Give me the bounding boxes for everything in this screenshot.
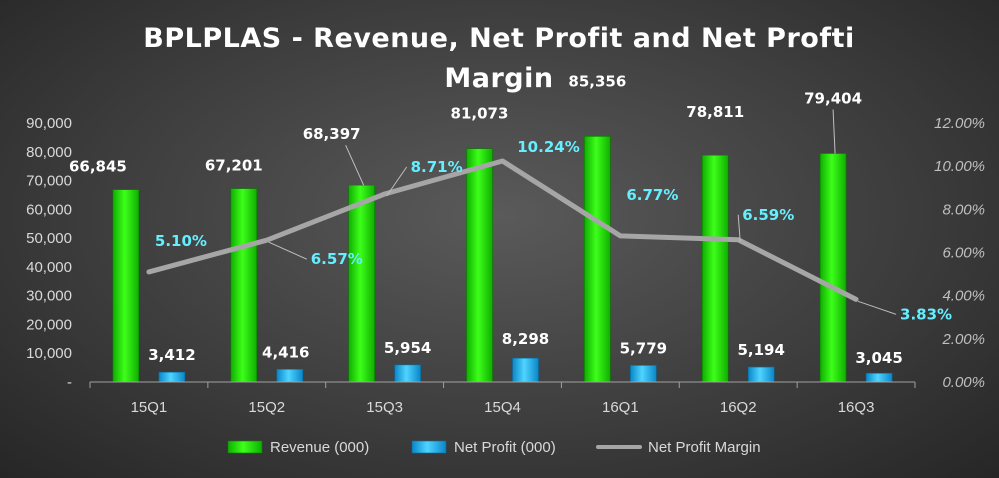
x-axis-tick-label: 16Q3 bbox=[838, 399, 875, 416]
margin-label-leader bbox=[857, 300, 897, 315]
revenue-data-label: 81,073 bbox=[451, 105, 509, 123]
net-profit-bar bbox=[394, 364, 421, 383]
chart-title-line-1: BPLPLAS - Revenue, Net Profit and Net Pr… bbox=[143, 23, 854, 54]
x-axis-tick-label: 16Q1 bbox=[602, 399, 639, 416]
revenue-bar bbox=[701, 154, 729, 383]
margin-data-label: 8.71% bbox=[411, 158, 463, 176]
left-axis-tick-label: - bbox=[67, 374, 72, 391]
net-profit-bar bbox=[865, 372, 893, 383]
legend-label-net-profit: Net Profit (000) bbox=[454, 439, 556, 456]
net-profit-bar bbox=[630, 365, 657, 383]
revenue-data-label: 66,845 bbox=[69, 158, 127, 176]
revenue-label-leader bbox=[832, 109, 836, 154]
legend-label-margin: Net Profit Margin bbox=[648, 439, 761, 456]
legend: Revenue (000) Net Profit (000) Net Profi… bbox=[227, 439, 761, 456]
legend-swatch-revenue bbox=[227, 440, 263, 454]
margin-data-label: 10.24% bbox=[517, 138, 579, 156]
left-axis: - 10,000 20,000 30,000 40,000 50,000 60,000 70,… bbox=[26, 115, 72, 391]
right-axis-tick-label: 2.00% bbox=[941, 331, 985, 348]
right-axis-tick-label: 8.00% bbox=[942, 201, 985, 218]
legend-label-revenue: Revenue (000) bbox=[270, 439, 369, 456]
left-axis-tick-label: 90,000 bbox=[26, 115, 72, 132]
margin-label-leader bbox=[737, 214, 741, 242]
right-axis-tick-label: 6.00% bbox=[942, 245, 985, 262]
revenue-data-label: 78,811 bbox=[686, 103, 744, 121]
net-profit-data-label: 4,416 bbox=[262, 343, 309, 361]
margin-data-label: 6.77% bbox=[626, 186, 678, 204]
revenue-data-label: 85,356 bbox=[568, 72, 626, 90]
revenue-bar bbox=[584, 136, 611, 383]
x-axis-tick-label: 16Q2 bbox=[720, 399, 757, 416]
x-axis-tick-label: 15Q2 bbox=[248, 399, 285, 416]
net-profit-bar bbox=[747, 366, 775, 383]
margin-series-line bbox=[146, 158, 859, 302]
revenue-bar bbox=[819, 153, 847, 383]
bars bbox=[112, 136, 893, 383]
left-axis-tick-label: 80,000 bbox=[26, 144, 72, 161]
chart-title-line-2: Margin bbox=[444, 63, 553, 94]
legend-swatch-net-profit bbox=[411, 440, 447, 454]
left-axis-tick-label: 50,000 bbox=[26, 230, 72, 247]
revenue-data-label: 67,201 bbox=[205, 157, 263, 175]
margin-data-label: 3.83% bbox=[900, 305, 952, 323]
margin-label-leader bbox=[268, 241, 307, 260]
net-profit-bar bbox=[512, 357, 539, 383]
revenue-data-label: 79,404 bbox=[804, 89, 862, 107]
right-axis: 0.00% 2.00% 4.00% 6.00% 8.00% 10.00% 12.00% bbox=[934, 115, 985, 391]
net-profit-bar bbox=[276, 368, 304, 383]
net-profit-data-label: 5,779 bbox=[620, 339, 667, 357]
margin-data-label: 5.10% bbox=[155, 232, 207, 250]
revenue-bar bbox=[230, 188, 258, 383]
left-axis-tick-label: 70,000 bbox=[26, 173, 72, 190]
right-axis-tick-label: 0.00% bbox=[942, 374, 985, 391]
revenue-bar bbox=[112, 189, 140, 383]
margin-data-label: 6.57% bbox=[311, 250, 363, 268]
left-axis-tick-label: 30,000 bbox=[26, 288, 72, 305]
left-axis-tick-label: 20,000 bbox=[26, 316, 72, 333]
revenue-bar bbox=[466, 148, 493, 383]
left-axis-tick-label: 10,000 bbox=[26, 345, 72, 362]
left-axis-tick-label: 40,000 bbox=[26, 259, 72, 276]
right-axis-tick-label: 4.00% bbox=[942, 288, 985, 305]
revenue-bar bbox=[348, 184, 375, 383]
margin-label-leader bbox=[386, 166, 408, 197]
net-profit-data-label: 3,045 bbox=[855, 349, 902, 367]
left-axis-tick-label: 60,000 bbox=[26, 201, 72, 218]
net-profit-data-label: 5,954 bbox=[384, 339, 431, 357]
x-axis-tick-label: 15Q4 bbox=[484, 399, 521, 416]
margin-line bbox=[146, 158, 859, 302]
x-axis-tick-label: 15Q3 bbox=[366, 399, 403, 416]
net-profit-data-label: 3,412 bbox=[148, 346, 195, 364]
right-axis-tick-label: 10.00% bbox=[934, 158, 985, 175]
revenue-data-label: 68,397 bbox=[303, 125, 361, 143]
revenue-label-leader bbox=[345, 144, 365, 186]
x-axis-tick-label: 15Q1 bbox=[131, 399, 168, 416]
leader-lines bbox=[268, 109, 897, 315]
data-labels: 66,845 67,201 68,397 81,073 85,356 78,811 79,4… bbox=[69, 72, 952, 367]
net-profit-bar bbox=[158, 371, 186, 383]
right-axis-tick-label: 12.00% bbox=[934, 115, 985, 132]
margin-data-label: 6.59% bbox=[742, 206, 794, 224]
net-profit-data-label: 5,194 bbox=[737, 341, 784, 359]
x-axis: 15Q1 15Q2 15Q3 15Q4 16Q1 16Q2 16Q3 bbox=[89, 381, 916, 416]
net-profit-data-label: 8,298 bbox=[502, 330, 549, 348]
